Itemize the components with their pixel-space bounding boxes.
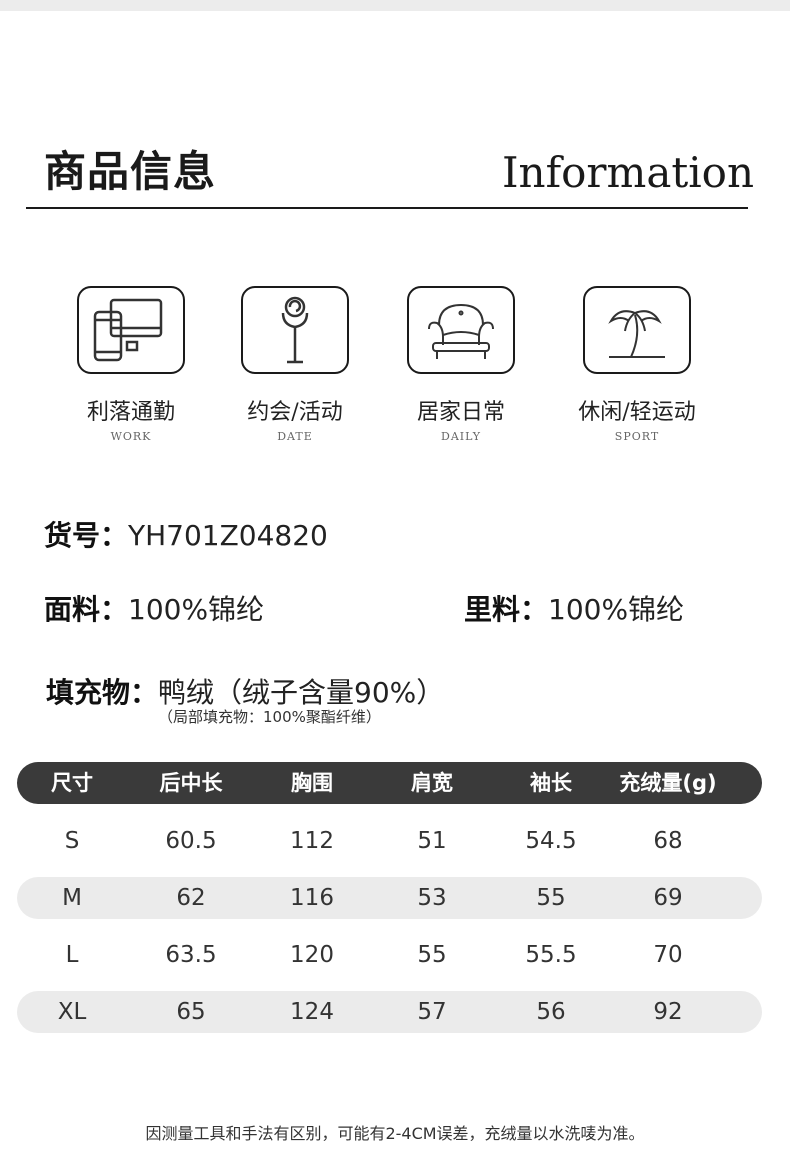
table-cell: 65 <box>176 999 206 1025</box>
footer-note: 因测量工具和手法有区别，可能有2-4CM误差，充绒量以水洗唛为准。 <box>145 1124 645 1143</box>
palm-tree-icon <box>583 286 691 374</box>
armchair-icon <box>407 286 515 374</box>
table-row: M 62 116 53 55 69 <box>17 877 762 919</box>
filling-label: 填充物： <box>46 676 159 709</box>
table-cell: 124 <box>290 999 334 1025</box>
table-cell: 62 <box>176 885 206 911</box>
filling-line: 填充物：鸭绒（绒子含量90%） <box>46 671 444 711</box>
scene-label-en: SPORT <box>614 430 660 443</box>
lining-line: 里料：100%锦纶 <box>464 588 684 628</box>
scene-work: 利落通勤 WORK <box>61 286 201 443</box>
scene-label: 居家日常 <box>416 400 505 425</box>
scene-label-en: DATE <box>277 430 313 443</box>
size-table-header: 尺寸 后中长 胸围 肩宽 袖长 充绒量(g) <box>17 762 762 804</box>
header-cell: 肩宽 <box>411 771 453 795</box>
table-row: XL 65 124 57 56 92 <box>17 991 762 1033</box>
table-cell: 70 <box>653 942 683 968</box>
scene-label: 利落通勤 <box>86 400 175 425</box>
table-cell: L <box>65 942 79 968</box>
table-cell: M <box>62 885 82 911</box>
filling-value: 鸭绒（绒子含量90%） <box>158 676 445 709</box>
devices-icon <box>77 286 185 374</box>
header-cell: 后中长 <box>159 771 223 795</box>
table-cell: 56 <box>536 999 566 1025</box>
table-cell: 60.5 <box>165 828 217 854</box>
table-cell: 57 <box>417 999 447 1025</box>
table-cell: 55 <box>536 885 566 911</box>
fabric-value: 100%锦纶 <box>128 593 265 626</box>
scene-label-en: WORK <box>110 430 152 443</box>
lining-label: 里料： <box>464 593 549 626</box>
sku-value: YH701Z04820 <box>128 519 328 552</box>
table-cell: 51 <box>417 828 447 854</box>
table-row: L 63.5 120 55 55.5 70 <box>17 934 762 976</box>
sku-label: 货号： <box>44 519 129 552</box>
header-cell: 胸围 <box>291 771 333 795</box>
filling-note: （局部填充物：100%聚酯纤维） <box>158 708 381 726</box>
fabric-line: 面料：100%锦纶 <box>44 588 264 628</box>
table-cell: 55 <box>417 942 447 968</box>
table-cell: S <box>64 828 80 854</box>
scene-label: 约会/活动 <box>247 400 343 425</box>
scene-daily: 居家日常 DAILY <box>391 286 531 443</box>
table-cell: 120 <box>290 942 334 968</box>
table-cell: 55.5 <box>525 942 577 968</box>
table-cell: 54.5 <box>525 828 577 854</box>
table-cell: 63.5 <box>165 942 217 968</box>
table-cell: 116 <box>290 885 334 911</box>
divider <box>26 207 748 209</box>
table-row: S 60.5 112 51 54.5 68 <box>17 820 762 862</box>
header-cell: 袖长 <box>530 771 572 795</box>
header-cell: 充绒量(g) <box>619 771 717 795</box>
header-cell: 尺寸 <box>51 771 93 795</box>
scene-sport: 休闲/轻运动 SPORT <box>567 286 707 443</box>
table-cell: 112 <box>290 828 334 854</box>
table-cell: 69 <box>653 885 683 911</box>
table-cell: 53 <box>417 885 447 911</box>
scene-label-en: DAILY <box>441 430 481 443</box>
fabric-label: 面料： <box>44 593 129 626</box>
scene-date: 约会/活动 DATE <box>225 286 365 443</box>
top-strip <box>0 0 790 11</box>
page-title: 商品信息 <box>44 147 217 196</box>
table-cell: 68 <box>653 828 683 854</box>
rose-icon <box>241 286 349 374</box>
page-title-en: Information <box>501 148 754 197</box>
sku-line: 货号：YH701Z04820 <box>44 514 328 554</box>
lining-value: 100%锦纶 <box>548 593 685 626</box>
table-cell: 92 <box>653 999 683 1025</box>
table-cell: XL <box>57 999 87 1025</box>
scene-label: 休闲/轻运动 <box>578 400 696 425</box>
